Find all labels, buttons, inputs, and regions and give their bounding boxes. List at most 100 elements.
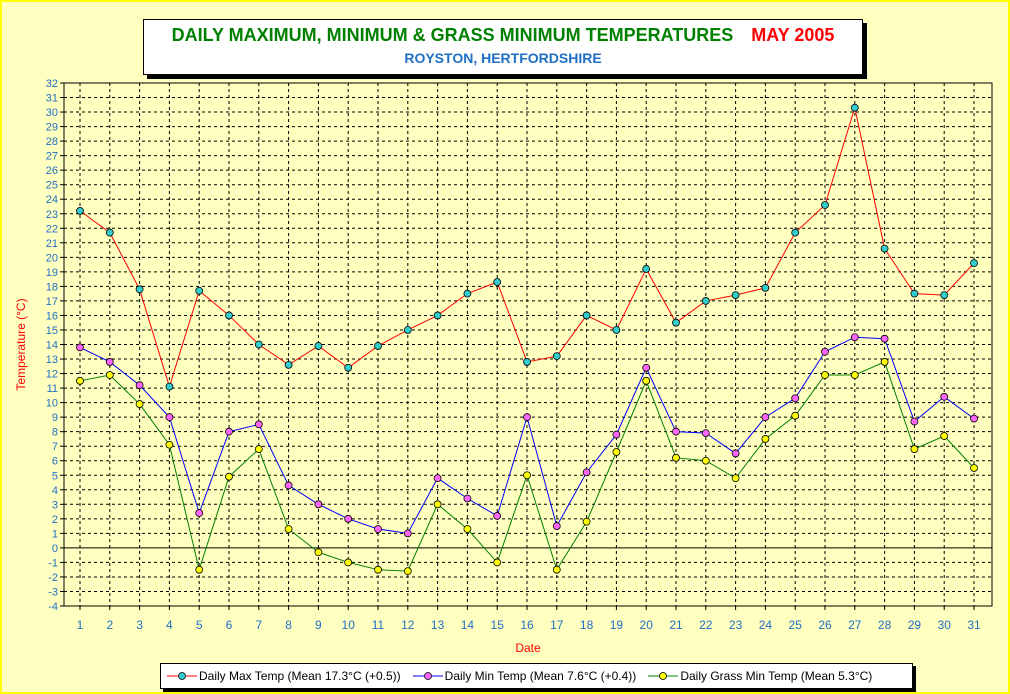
y-tick-label: 29: [46, 122, 58, 134]
data-point-min: [552, 522, 561, 530]
data-point-max: [612, 326, 621, 334]
data-point-min: [195, 509, 204, 517]
data-point-max: [582, 311, 591, 320]
data-point-max: [523, 358, 531, 366]
data-point-grass: [344, 558, 353, 567]
x-tick-label: 28: [878, 618, 892, 632]
title-main: DAILY MAXIMUM, MINIMUM & GRASS MINIMUM T…: [171, 25, 734, 45]
title-box: DAILY MAXIMUM, MINIMUM & GRASS MINIMUM T…: [143, 19, 863, 75]
data-point-grass: [970, 464, 978, 472]
x-tick-label: 23: [729, 618, 743, 632]
y-tick-label: 12: [46, 369, 58, 381]
data-point-min: [701, 429, 710, 438]
x-tick-label: 6: [226, 618, 233, 632]
data-point-min: [165, 413, 174, 422]
data-point-max: [731, 291, 740, 300]
data-point-max: [284, 360, 293, 369]
legend-label-grass: Daily Grass Min Temp (Mean 5.3°C): [680, 669, 873, 683]
y-tick-label: 30: [46, 107, 58, 119]
x-tick-label: 10: [342, 618, 356, 632]
y-tick-label: 22: [46, 223, 58, 235]
x-tick-label: 21: [669, 618, 683, 632]
x-tick-label: 15: [491, 618, 505, 632]
y-tick-label: 17: [46, 296, 58, 308]
x-tick-label: 1: [77, 618, 84, 632]
data-point-max: [195, 286, 204, 295]
legend-item-max: Daily Max Temp (Mean 17.3°C (+0.5)): [167, 669, 401, 683]
x-tick-label: 31: [967, 618, 981, 632]
legend-label-max: Daily Max Temp (Mean 17.3°C (+0.5)): [199, 669, 401, 683]
y-tick-label: 3: [52, 499, 58, 511]
x-tick-label: 9: [315, 618, 322, 632]
x-tick-label: 22: [699, 618, 713, 632]
data-point-grass: [76, 376, 84, 385]
data-point-min: [374, 525, 382, 533]
data-point-grass: [552, 565, 561, 574]
data-point-min: [940, 392, 949, 401]
data-point-grass: [582, 517, 591, 526]
data-point-max: [76, 206, 84, 215]
data-point-grass: [254, 445, 263, 454]
y-tick-label: 20: [46, 252, 58, 264]
y-tick-label: 13: [46, 354, 58, 366]
x-tick-label: 11: [372, 618, 385, 632]
data-point-grass: [821, 371, 829, 379]
data-point-max: [642, 265, 651, 273]
data-point-min: [910, 417, 919, 426]
data-point-max: [552, 352, 561, 361]
x-tick-label: 30: [938, 618, 952, 632]
data-point-min: [672, 427, 680, 436]
data-point-grass: [940, 432, 949, 440]
data-point-grass: [225, 472, 233, 481]
x-tick-label: 13: [431, 618, 445, 632]
title-date: MAY 2005: [751, 25, 835, 45]
x-tick-label: 5: [196, 618, 203, 632]
data-point-grass: [105, 371, 114, 379]
y-tick-label: 21: [46, 238, 58, 250]
y-tick-label: -3: [48, 586, 58, 598]
data-point-min: [791, 394, 800, 403]
data-point-min: [642, 363, 651, 372]
data-point-max: [910, 289, 919, 298]
chart-title: DAILY MAXIMUM, MINIMUM & GRASS MINIMUM T…: [144, 25, 862, 46]
x-tick-label: 19: [610, 618, 624, 632]
data-point-min: [284, 481, 293, 490]
data-point-grass: [910, 445, 919, 454]
chart-subtitle: ROYSTON, HERTFORDSHIRE: [404, 50, 602, 66]
x-tick-label: 4: [166, 618, 173, 632]
legend-item-min: Daily Min Temp (Mean 7.6°C (+0.4)): [412, 669, 636, 683]
y-tick-label: 2: [52, 514, 58, 526]
y-tick-label: 7: [52, 441, 58, 453]
data-point-max: [701, 297, 710, 305]
y-tick-label: 9: [52, 412, 58, 424]
data-point-max: [225, 311, 233, 320]
y-tick-label: 23: [46, 209, 58, 221]
x-tick-label: 18: [580, 618, 594, 632]
x-tick-label: 12: [401, 618, 415, 632]
data-point-grass: [433, 500, 442, 509]
x-tick-label: 27: [848, 618, 862, 632]
data-point-max: [821, 201, 829, 209]
data-point-grass: [403, 567, 412, 576]
y-tick-label: 16: [46, 310, 58, 322]
data-point-grass: [791, 411, 800, 420]
x-tick-label: 14: [461, 618, 475, 632]
data-point-min: [761, 413, 770, 422]
data-point-min: [850, 333, 859, 342]
y-tick-label: 18: [46, 281, 58, 293]
data-point-grass: [642, 376, 651, 385]
x-tick-label: 16: [520, 618, 534, 632]
data-point-max: [791, 228, 800, 237]
x-tick-label: 24: [759, 618, 773, 632]
y-tick-label: 31: [46, 93, 58, 105]
data-point-grass: [612, 448, 621, 456]
legend-item-grass: Daily Grass Min Temp (Mean 5.3°C): [648, 669, 872, 683]
data-point-grass: [731, 474, 740, 483]
data-point-min: [463, 494, 472, 503]
y-tick-label: 19: [46, 267, 58, 279]
data-point-min: [582, 468, 591, 477]
data-point-max: [165, 382, 174, 391]
data-point-min: [105, 358, 114, 366]
data-point-min: [403, 529, 412, 538]
